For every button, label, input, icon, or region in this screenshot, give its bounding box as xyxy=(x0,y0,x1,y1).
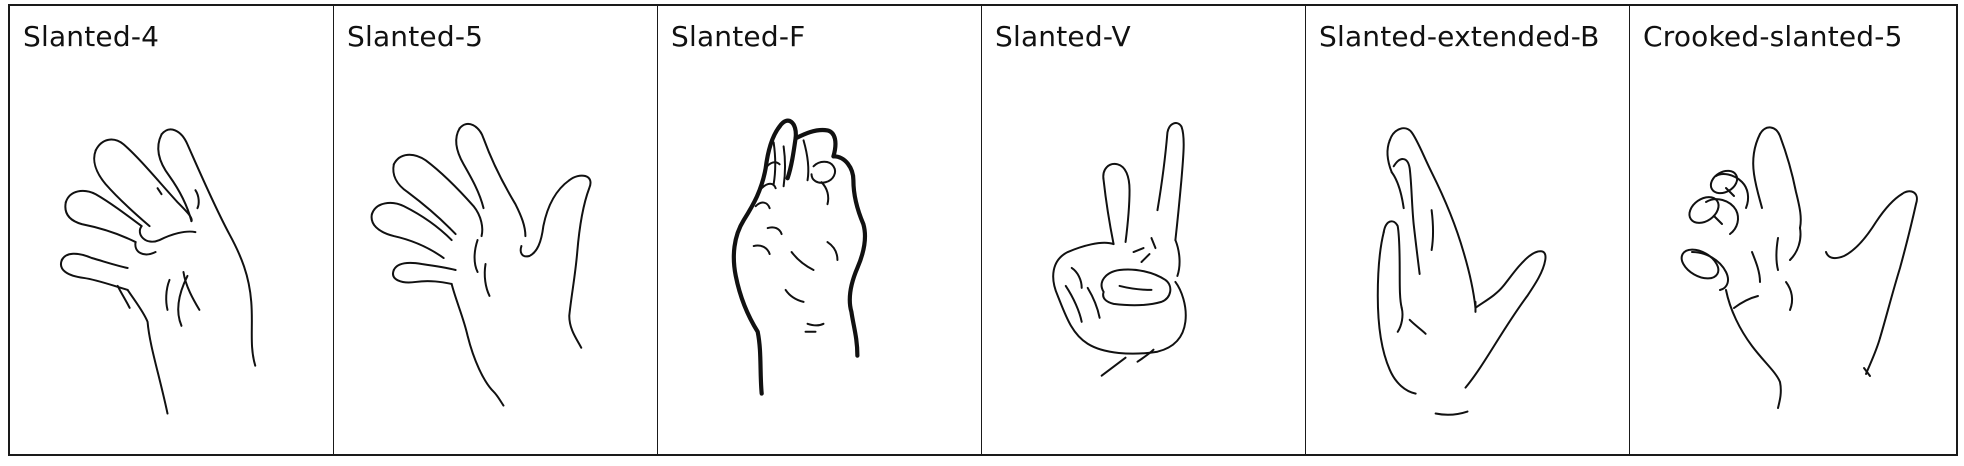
handshape-cell-crooked-slanted-5: Crooked-slanted-5 xyxy=(1630,6,1956,454)
handshape-cell-slanted-f: Slanted-F xyxy=(658,6,982,454)
handshape-label: Crooked-slanted-5 xyxy=(1643,20,1903,53)
slanted-f-hand-icon xyxy=(731,118,868,396)
handshape-label: Slanted-4 xyxy=(23,20,160,53)
handshape-label: Slanted-5 xyxy=(347,20,484,53)
handshape-label: Slanted-V xyxy=(995,20,1131,53)
handshape-cell-slanted-5: Slanted-5 xyxy=(334,6,658,454)
handshape-cell-slanted-v: Slanted-V xyxy=(982,6,1306,454)
crooked-slanted-5-hand-icon xyxy=(1680,126,1918,409)
slanted-extended-b-hand-icon xyxy=(1376,127,1547,416)
handshape-label: Slanted-extended-B xyxy=(1319,20,1600,53)
handshape-cell-slanted-4: Slanted-4 xyxy=(10,6,334,454)
slanted-4-hand-icon xyxy=(59,128,257,415)
handshape-table: Slanted-4 Slanted-5 xyxy=(8,4,1958,456)
slanted-v-hand-icon xyxy=(1052,122,1187,377)
slanted-5-hand-icon xyxy=(370,123,592,407)
handshape-cell-slanted-extended-b: Slanted-extended-B xyxy=(1306,6,1630,454)
handshape-label: Slanted-F xyxy=(671,20,806,53)
